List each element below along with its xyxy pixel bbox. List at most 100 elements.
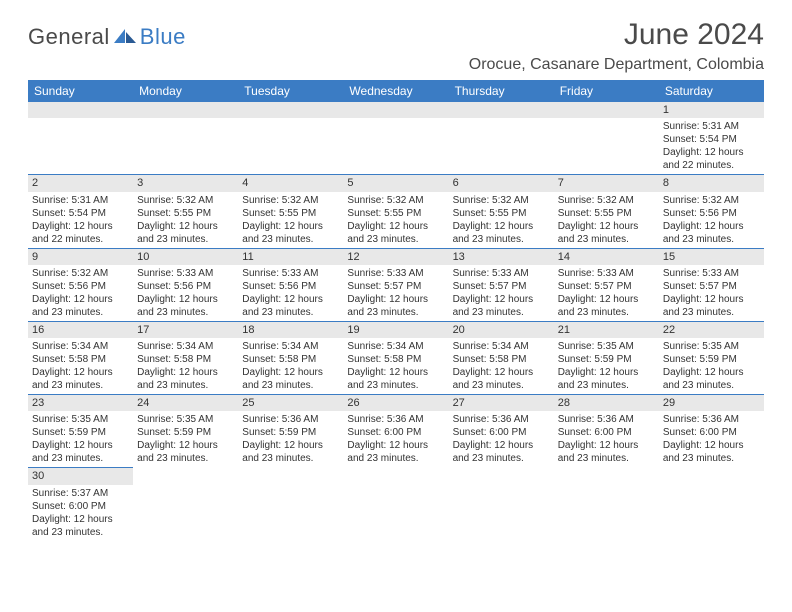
calendar-day-cell: 25Sunrise: 5:36 AMSunset: 5:59 PMDayligh… (238, 395, 343, 468)
day-number-bar: 27 (449, 395, 554, 411)
day-number-bar: 19 (343, 322, 448, 338)
day-number-bar: 18 (238, 322, 343, 338)
day-detail-line: and 22 minutes. (663, 159, 760, 172)
day-detail-line: Sunset: 5:58 PM (32, 353, 129, 366)
brand-text-blue: Blue (140, 24, 186, 50)
day-detail-line: Sunrise: 5:36 AM (242, 413, 339, 426)
day-detail-line: Daylight: 12 hours (32, 220, 129, 233)
day-details: Sunrise: 5:34 AMSunset: 5:58 PMDaylight:… (238, 338, 343, 394)
day-number-bar: 26 (343, 395, 448, 411)
calendar-day-cell: 14Sunrise: 5:33 AMSunset: 5:57 PMDayligh… (554, 248, 659, 321)
day-detail-line: Sunset: 5:55 PM (347, 207, 444, 220)
day-detail-line: Sunset: 6:00 PM (347, 426, 444, 439)
day-detail-line: Sunset: 5:58 PM (242, 353, 339, 366)
day-detail-line: Daylight: 12 hours (558, 439, 655, 452)
day-detail-line: and 23 minutes. (558, 452, 655, 465)
day-detail-line: and 23 minutes. (453, 306, 550, 319)
day-details: Sunrise: 5:33 AMSunset: 5:57 PMDaylight:… (449, 265, 554, 321)
calendar-day-cell (343, 102, 448, 175)
day-detail-line: Sunrise: 5:34 AM (242, 340, 339, 353)
day-detail-line: Sunrise: 5:35 AM (32, 413, 129, 426)
day-detail-line: Sunrise: 5:36 AM (453, 413, 550, 426)
day-detail-line: Sunrise: 5:33 AM (242, 267, 339, 280)
day-number-bar: 8 (659, 175, 764, 191)
calendar-day-cell (554, 102, 659, 175)
day-detail-line: Daylight: 12 hours (453, 439, 550, 452)
day-detail-line: and 23 minutes. (242, 233, 339, 246)
day-detail-line: Daylight: 12 hours (663, 439, 760, 452)
day-header-row: Sunday Monday Tuesday Wednesday Thursday… (28, 80, 764, 102)
day-header: Wednesday (343, 80, 448, 102)
day-detail-line: Sunset: 5:55 PM (558, 207, 655, 220)
day-detail-line: Sunrise: 5:33 AM (347, 267, 444, 280)
day-detail-line: Sunrise: 5:32 AM (32, 267, 129, 280)
day-detail-line: and 23 minutes. (242, 452, 339, 465)
day-details: Sunrise: 5:36 AMSunset: 6:00 PMDaylight:… (343, 411, 448, 467)
day-detail-line: Daylight: 12 hours (242, 220, 339, 233)
day-number-bar: 6 (449, 175, 554, 191)
day-detail-line: Daylight: 12 hours (453, 220, 550, 233)
calendar-week-row: 16Sunrise: 5:34 AMSunset: 5:58 PMDayligh… (28, 321, 764, 394)
day-detail-line: Daylight: 12 hours (663, 146, 760, 159)
day-number-bar: 10 (133, 249, 238, 265)
calendar-day-cell: 30Sunrise: 5:37 AMSunset: 6:00 PMDayligh… (28, 468, 133, 541)
day-detail-line: Daylight: 12 hours (558, 366, 655, 379)
day-detail-line: Sunset: 5:59 PM (663, 353, 760, 366)
day-detail-line: Sunrise: 5:34 AM (453, 340, 550, 353)
day-detail-line: Sunrise: 5:31 AM (32, 194, 129, 207)
day-detail-line: and 23 minutes. (242, 379, 339, 392)
day-details: Sunrise: 5:34 AMSunset: 5:58 PMDaylight:… (449, 338, 554, 394)
day-number-bar: 2 (28, 175, 133, 191)
day-details: Sunrise: 5:32 AMSunset: 5:55 PMDaylight:… (238, 192, 343, 248)
calendar-day-cell: 22Sunrise: 5:35 AMSunset: 5:59 PMDayligh… (659, 321, 764, 394)
calendar-week-row: 2Sunrise: 5:31 AMSunset: 5:54 PMDaylight… (28, 175, 764, 248)
day-detail-line: and 23 minutes. (32, 452, 129, 465)
day-detail-line: Sunrise: 5:32 AM (347, 194, 444, 207)
calendar-day-cell: 29Sunrise: 5:36 AMSunset: 6:00 PMDayligh… (659, 395, 764, 468)
day-details: Sunrise: 5:32 AMSunset: 5:55 PMDaylight:… (133, 192, 238, 248)
day-details: Sunrise: 5:33 AMSunset: 5:57 PMDaylight:… (343, 265, 448, 321)
day-number-bar: 25 (238, 395, 343, 411)
day-number-bar (659, 468, 764, 484)
sail-icon (114, 29, 136, 45)
day-number-bar (238, 102, 343, 118)
calendar-day-cell (449, 102, 554, 175)
calendar-day-cell: 10Sunrise: 5:33 AMSunset: 5:56 PMDayligh… (133, 248, 238, 321)
day-detail-line: and 23 minutes. (558, 233, 655, 246)
calendar-day-cell: 17Sunrise: 5:34 AMSunset: 5:58 PMDayligh… (133, 321, 238, 394)
day-number-bar: 17 (133, 322, 238, 338)
day-detail-line: Daylight: 12 hours (137, 439, 234, 452)
calendar-day-cell: 26Sunrise: 5:36 AMSunset: 6:00 PMDayligh… (343, 395, 448, 468)
day-detail-line: Sunrise: 5:34 AM (137, 340, 234, 353)
day-details: Sunrise: 5:31 AMSunset: 5:54 PMDaylight:… (28, 192, 133, 248)
day-detail-line: Daylight: 12 hours (663, 366, 760, 379)
calendar-week-row: 1Sunrise: 5:31 AMSunset: 5:54 PMDaylight… (28, 102, 764, 175)
day-details: Sunrise: 5:34 AMSunset: 5:58 PMDaylight:… (133, 338, 238, 394)
day-number-bar: 14 (554, 249, 659, 265)
day-number-bar: 21 (554, 322, 659, 338)
day-detail-line: Sunrise: 5:35 AM (663, 340, 760, 353)
day-number-bar: 16 (28, 322, 133, 338)
day-detail-line: Sunrise: 5:31 AM (663, 120, 760, 133)
day-detail-line: Sunset: 6:00 PM (663, 426, 760, 439)
day-detail-line: Sunset: 5:58 PM (137, 353, 234, 366)
day-detail-line: Sunrise: 5:33 AM (453, 267, 550, 280)
day-detail-line: Sunset: 5:55 PM (242, 207, 339, 220)
day-number-bar (343, 468, 448, 484)
day-detail-line: Daylight: 12 hours (32, 513, 129, 526)
calendar-day-cell (28, 102, 133, 175)
calendar-day-cell: 5Sunrise: 5:32 AMSunset: 5:55 PMDaylight… (343, 175, 448, 248)
day-detail-line: Sunset: 5:59 PM (32, 426, 129, 439)
day-details: Sunrise: 5:34 AMSunset: 5:58 PMDaylight:… (343, 338, 448, 394)
calendar-day-cell: 1Sunrise: 5:31 AMSunset: 5:54 PMDaylight… (659, 102, 764, 175)
day-detail-line: Daylight: 12 hours (242, 439, 339, 452)
day-detail-line: Sunrise: 5:37 AM (32, 487, 129, 500)
day-number-bar: 13 (449, 249, 554, 265)
day-detail-line: Sunset: 6:00 PM (453, 426, 550, 439)
calendar-day-cell: 20Sunrise: 5:34 AMSunset: 5:58 PMDayligh… (449, 321, 554, 394)
day-header: Monday (133, 80, 238, 102)
calendar-day-cell: 15Sunrise: 5:33 AMSunset: 5:57 PMDayligh… (659, 248, 764, 321)
day-detail-line: Sunset: 5:56 PM (242, 280, 339, 293)
calendar-day-cell: 9Sunrise: 5:32 AMSunset: 5:56 PMDaylight… (28, 248, 133, 321)
month-title: June 2024 (469, 18, 764, 52)
